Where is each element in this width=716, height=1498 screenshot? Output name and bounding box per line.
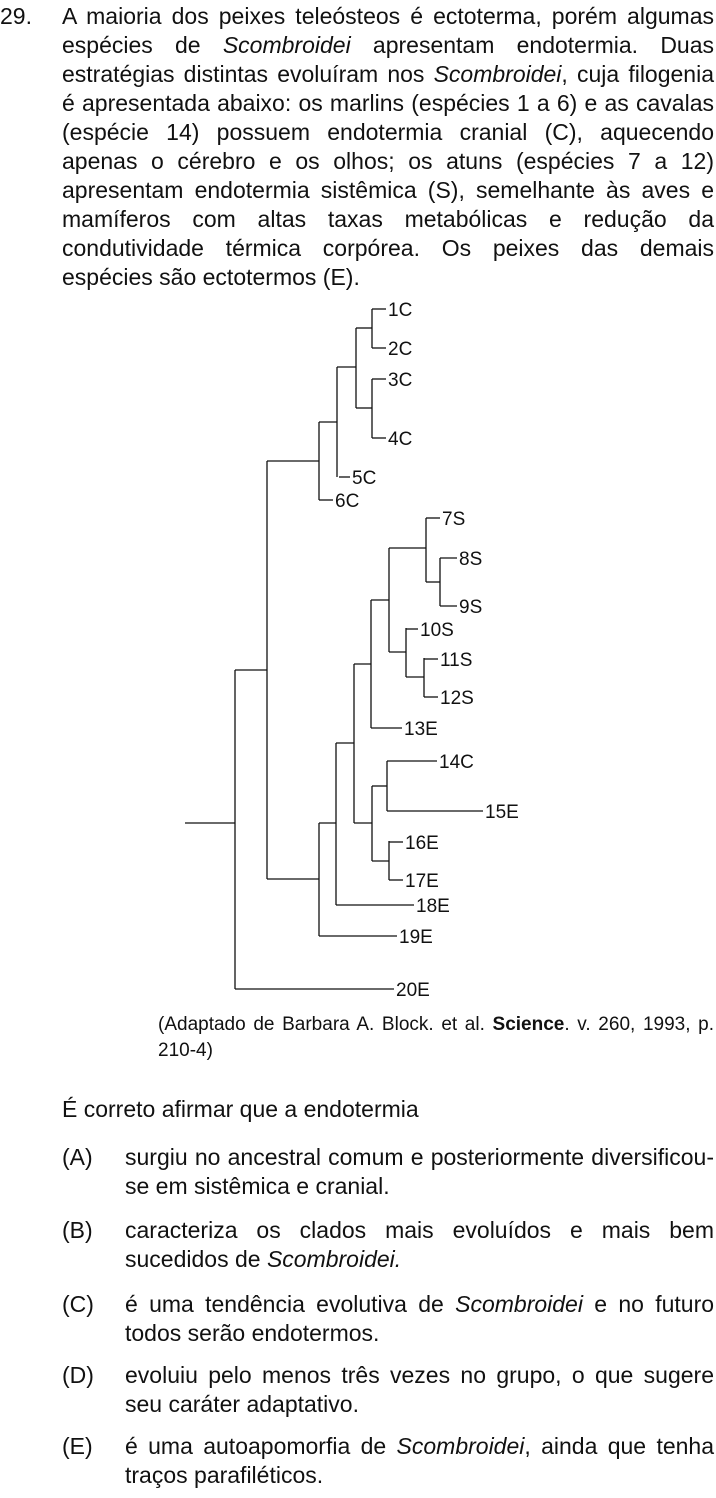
tip-label: 12S <box>440 688 474 709</box>
option-run: surgiu no ancestral comum e posteriormen… <box>125 1144 714 1199</box>
tip-label: 4C <box>388 429 412 450</box>
stem-run: , cuja filogenia é apresentada abaixo: o… <box>62 61 714 290</box>
option-text: é uma tendência evolutiva de Scombroidei… <box>125 1290 714 1348</box>
option-letter: (D) <box>62 1362 94 1388</box>
caption-journal: Science <box>492 1014 565 1035</box>
taxon-name: Scombroidei. <box>266 1246 402 1272</box>
tip-label: 1C <box>388 300 412 321</box>
tip-label: 8S <box>459 549 482 570</box>
tip-label: 7S <box>442 509 465 530</box>
option-letter: (A) <box>62 1144 93 1170</box>
tip-label: 13E <box>404 719 438 740</box>
tip-label: 16E <box>405 833 439 854</box>
taxon-name: Scombroidei <box>396 1433 525 1459</box>
option-letter: (C) <box>62 1291 94 1317</box>
option-letter: (B) <box>62 1217 93 1243</box>
option-letter: (E) <box>62 1433 93 1459</box>
tip-label: 11S <box>440 650 472 671</box>
tip-label: 5C <box>352 468 376 489</box>
option-run: é uma autoapomorfia de <box>125 1433 397 1459</box>
option-run: caracteriza os clados mais evoluídos e m… <box>125 1217 714 1272</box>
taxon-name: Scombroidei <box>455 1291 583 1317</box>
caption-source: (Adaptado de Barbara A. Block. et al. <box>158 1014 493 1035</box>
tip-label: 18E <box>416 896 450 917</box>
tip-label: 20E <box>396 980 430 1001</box>
question-stem: A maioria dos peixes teleósteos é ectote… <box>62 2 714 292</box>
question-number: 29. <box>0 3 32 29</box>
question-prompt: É correto afirmar que a endotermia <box>62 1096 419 1122</box>
question-stem-text: A maioria dos peixes teleósteos é ectote… <box>62 3 714 290</box>
tip-label: 10S <box>420 620 454 641</box>
option-text: é uma autoapomorfia de Scombroidei, aind… <box>125 1432 714 1490</box>
tip-label: 9S <box>459 597 482 618</box>
option-run: , ainda que tenha traços parafiléticos. <box>125 1433 714 1488</box>
tip-label: 19E <box>399 927 433 948</box>
tip-label: 17E <box>405 871 439 892</box>
option-run: é uma tendência evolutiva de <box>125 1291 456 1317</box>
option-text: surgiu no ancestral comum e posteriormen… <box>125 1143 714 1201</box>
option-run: evoluiu pelo menos três vezes no grupo, … <box>125 1362 714 1417</box>
option-run: e no futuro todos serão endotermos. <box>125 1291 715 1346</box>
tree-branches <box>185 308 483 990</box>
stem-run: apresentam endotermia. Duas estratégias … <box>62 32 715 87</box>
tip-label: 6C <box>335 491 359 512</box>
tip-label: 2C <box>388 339 412 360</box>
figure-caption: (Adaptado de Barbara A. Block. et al. Sc… <box>158 1012 714 1064</box>
tip-label: 3C <box>388 370 412 391</box>
tip-label: 14C <box>439 752 474 773</box>
taxon-name: Scombroidei <box>222 32 351 58</box>
taxon-name: Scombroidei <box>433 61 562 87</box>
option-text: caracteriza os clados mais evoluídos e m… <box>125 1216 714 1274</box>
caption-citation: . v. 260, 1993, p. 210-4) <box>158 1014 714 1061</box>
option-text: evoluiu pelo menos três vezes no grupo, … <box>125 1361 714 1419</box>
stem-run: A maioria dos peixes teleósteos é ectote… <box>62 3 714 58</box>
tip-label: 15E <box>485 802 519 823</box>
